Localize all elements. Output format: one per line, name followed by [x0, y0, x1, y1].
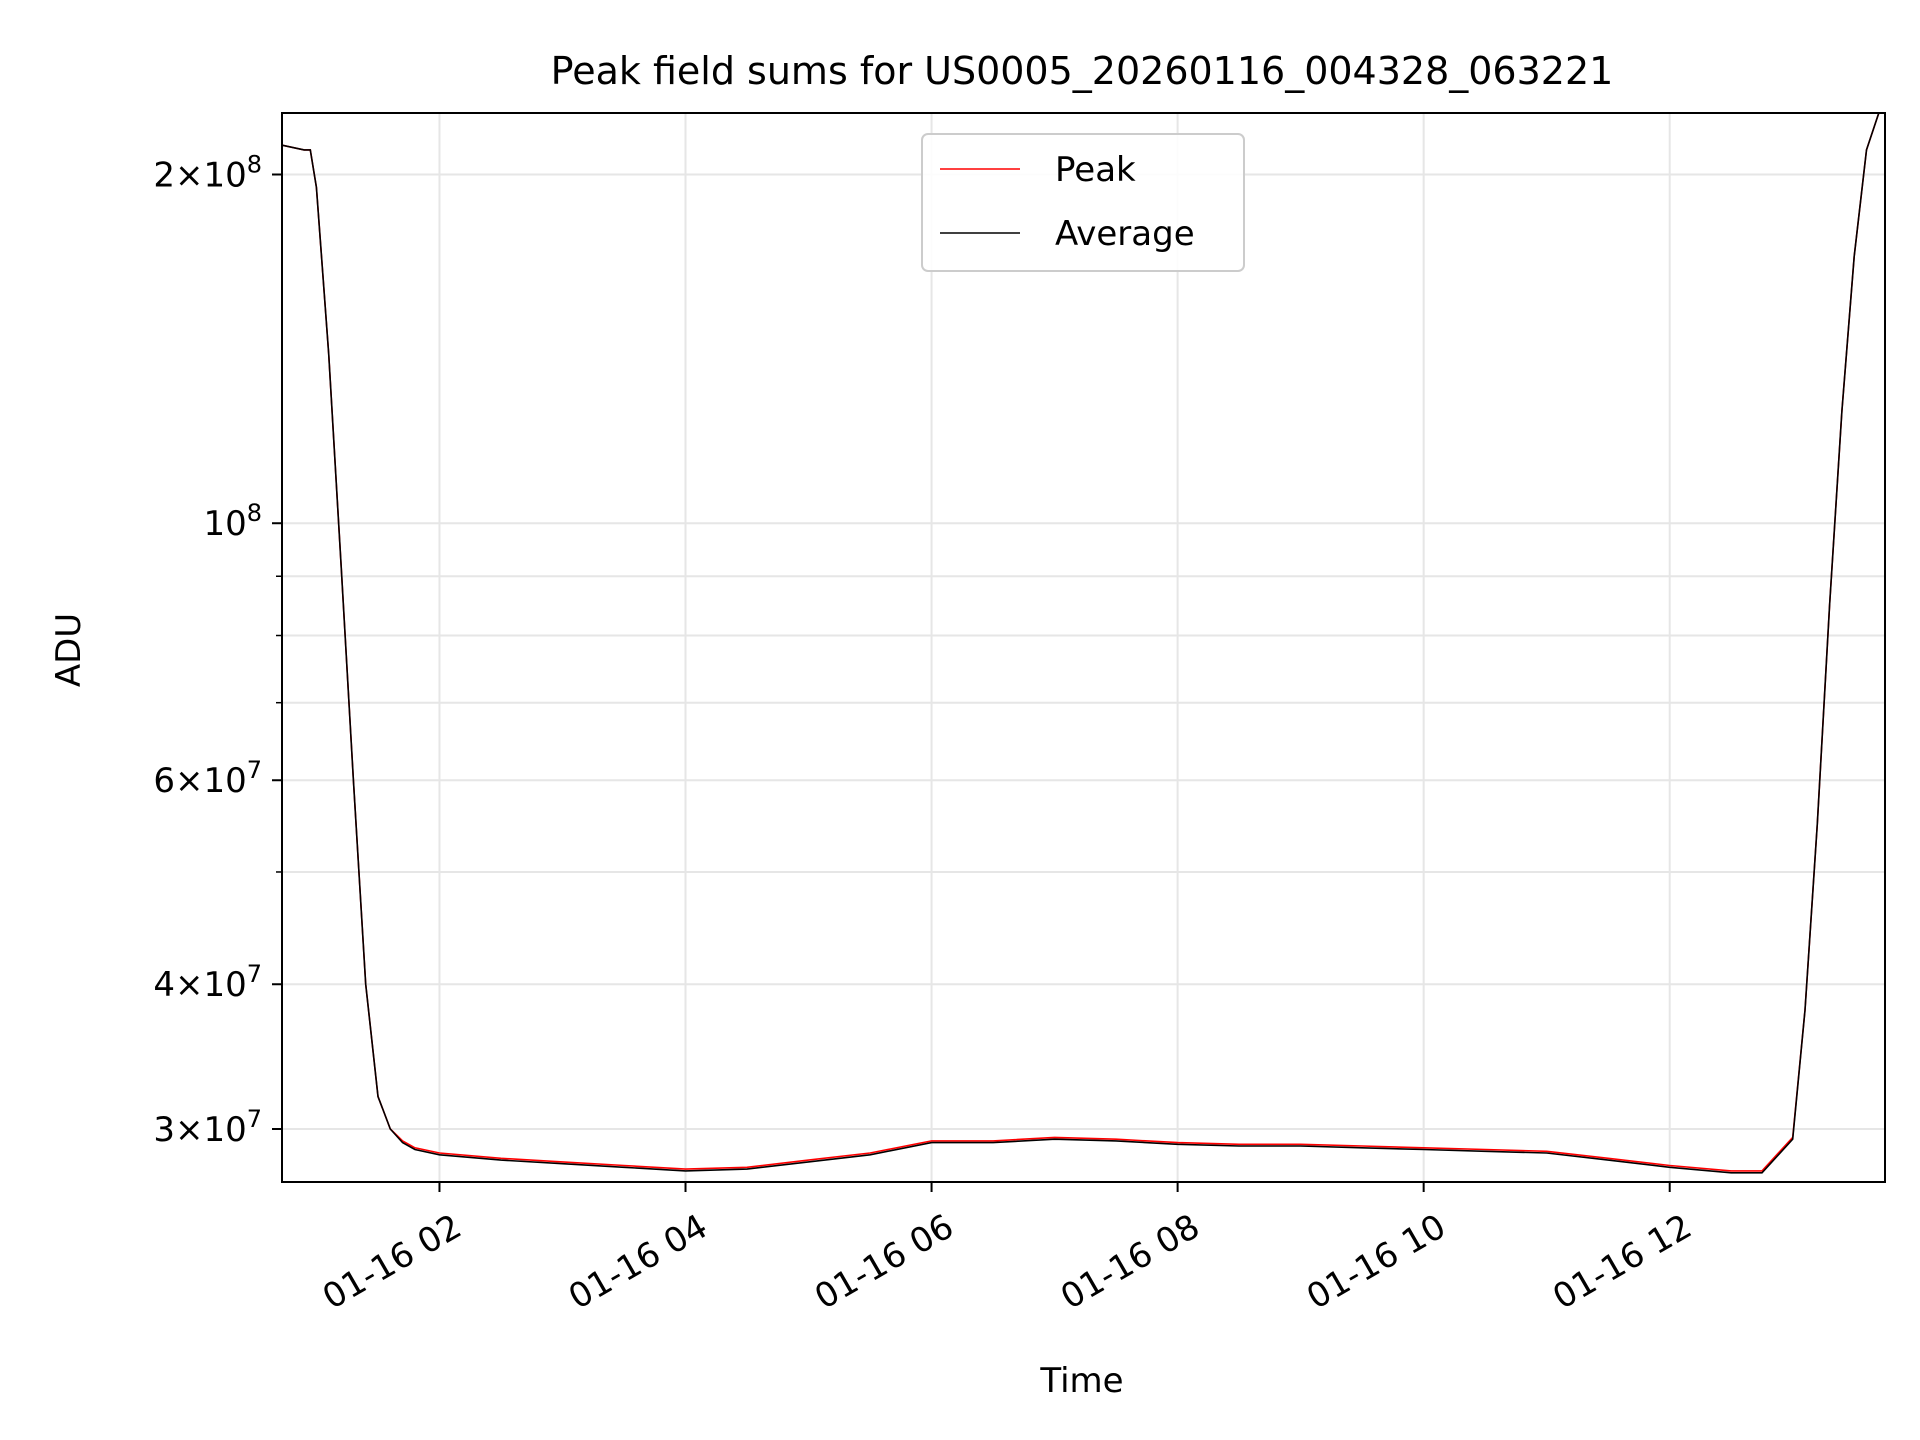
y-tick-label: 6×107 — [153, 756, 262, 801]
x-tick-label: 01-16 06 — [808, 1207, 960, 1318]
legend: Peak Average — [921, 133, 1245, 272]
x-tick-label: 01-16 02 — [316, 1207, 468, 1318]
x-axis-label: Time — [1039, 1361, 1123, 1401]
x-tick-label: 01-16 12 — [1546, 1207, 1698, 1318]
y-tick-label: 4×107 — [153, 960, 262, 1005]
y-tick-label: 3×107 — [153, 1105, 262, 1150]
chart-title: Peak field sums for US0005_20260116_0043… — [551, 49, 1614, 93]
y-axis-label: ADU — [49, 613, 89, 687]
axes-frame — [281, 112, 1886, 1183]
x-tick-label: 01-16 04 — [562, 1207, 714, 1318]
x-tick-label: 01-16 08 — [1054, 1207, 1206, 1318]
series-line-average — [282, 113, 1880, 1174]
grid — [282, 113, 1885, 1182]
x-tick-label: 01-16 10 — [1300, 1207, 1452, 1318]
legend-label-average: Average — [1055, 214, 1195, 254]
legend-label-peak: Peak — [1055, 150, 1136, 190]
y-tick-label: 108 — [203, 499, 262, 544]
y-tick-label: 2×108 — [153, 150, 262, 195]
plot-area — [282, 113, 1880, 1174]
